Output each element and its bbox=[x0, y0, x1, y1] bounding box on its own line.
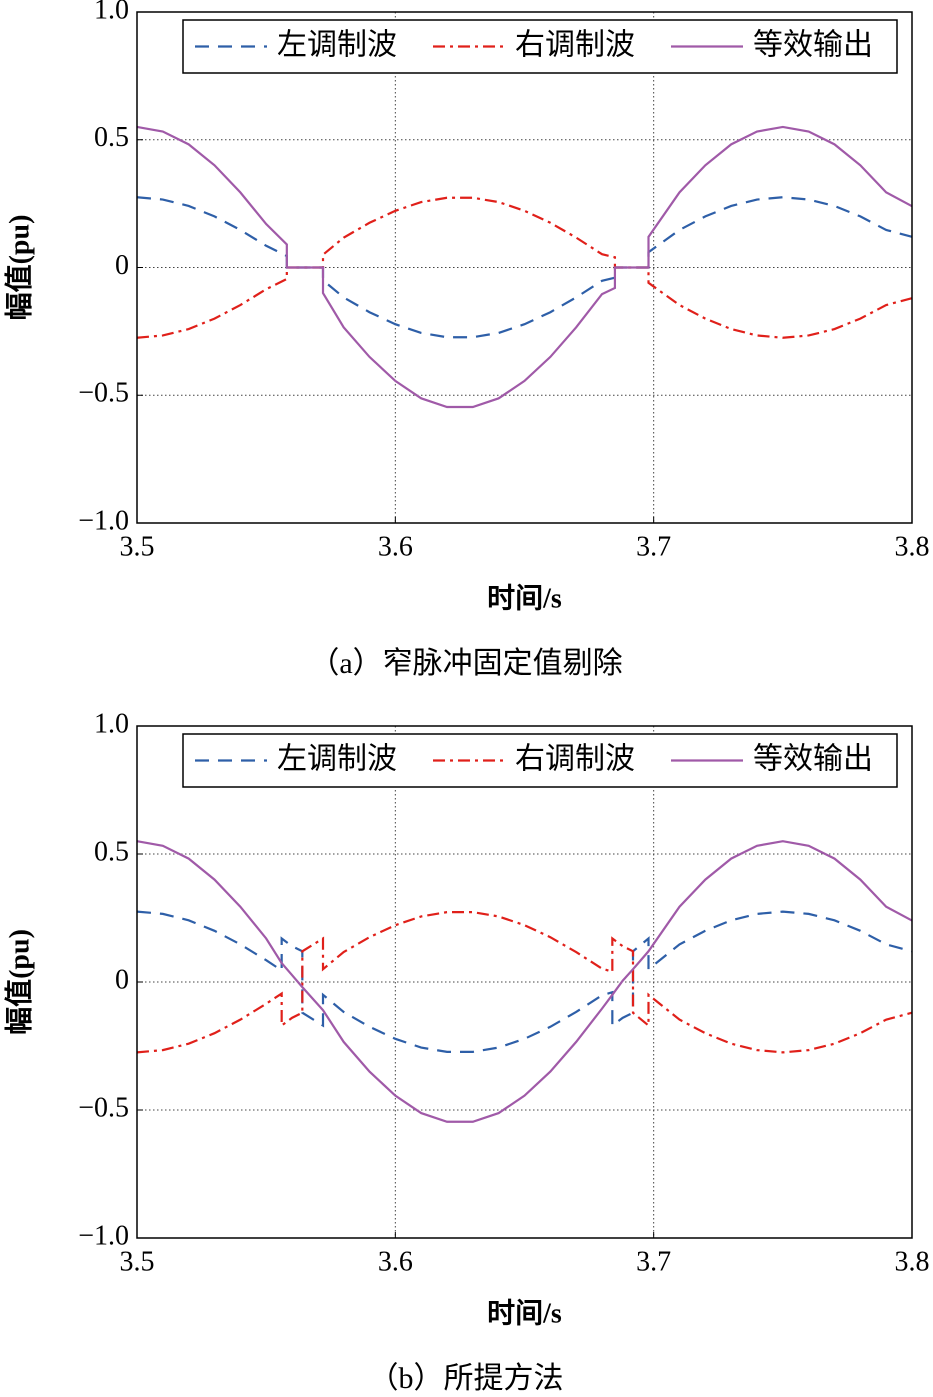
series-line bbox=[136, 840, 913, 1123]
legend-label: 左调制波 bbox=[277, 742, 397, 775]
y-tick-label: −0.5 bbox=[78, 1092, 129, 1123]
x-tick-label: 3.6 bbox=[378, 1246, 413, 1277]
x-tick-label: 3.6 bbox=[378, 531, 413, 562]
x-axis-label: 时间/s bbox=[487, 1297, 562, 1329]
series-line bbox=[136, 196, 913, 339]
x-tick-label: 3.5 bbox=[120, 1246, 155, 1277]
x-tick-label: 3.5 bbox=[120, 531, 155, 562]
y-tick-label: 0 bbox=[115, 250, 129, 281]
y-tick-label: 1.0 bbox=[94, 0, 129, 25]
legend-label: 右调制波 bbox=[515, 28, 635, 61]
plot-frame bbox=[136, 725, 913, 1239]
y-tick-label: −1.0 bbox=[78, 505, 129, 536]
y-tick-label: −0.5 bbox=[78, 378, 129, 409]
y-tick-label: 0.5 bbox=[94, 122, 129, 153]
y-axis-label: 幅值(pu) bbox=[3, 929, 35, 1035]
y-tick-label: 0.5 bbox=[94, 836, 129, 867]
legend-label: 等效输出 bbox=[753, 742, 873, 775]
y-tick-label: 0 bbox=[115, 964, 129, 995]
x-tick-label: 3.8 bbox=[895, 531, 930, 562]
x-tick-label: 3.7 bbox=[636, 531, 671, 562]
series-line bbox=[136, 125, 913, 409]
legend-box bbox=[182, 19, 898, 74]
x-tick-label: 3.8 bbox=[895, 1246, 930, 1277]
legend-label: 等效输出 bbox=[753, 28, 873, 61]
series-line bbox=[136, 910, 913, 1053]
series-line bbox=[136, 196, 913, 339]
x-axis-label: 时间/s bbox=[487, 582, 562, 614]
legend-label: 右调制波 bbox=[515, 742, 635, 775]
y-axis-label: 幅值(pu) bbox=[3, 215, 35, 321]
x-tick-label: 3.7 bbox=[636, 1246, 671, 1277]
y-tick-label: 1.0 bbox=[94, 708, 129, 739]
legend-label: 左调制波 bbox=[277, 28, 397, 61]
legend-box bbox=[182, 733, 898, 788]
caption: （b）所提方法 bbox=[369, 1362, 564, 1395]
plot-frame bbox=[136, 11, 913, 524]
series-line bbox=[136, 911, 913, 1054]
y-tick-label: −1.0 bbox=[78, 1220, 129, 1251]
caption: （a）窄脉冲固定值剔除 bbox=[309, 647, 622, 680]
